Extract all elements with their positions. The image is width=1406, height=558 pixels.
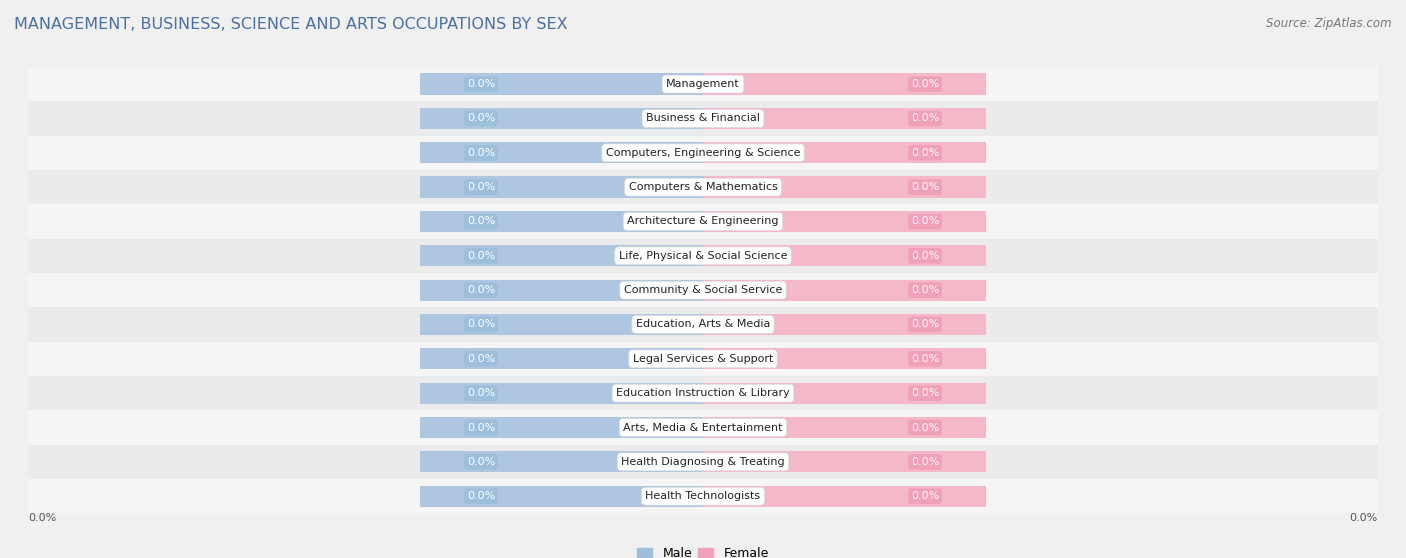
Bar [28,376,1378,410]
Text: 0.0%: 0.0% [911,354,939,364]
Text: Education Instruction & Library: Education Instruction & Library [616,388,790,398]
Text: 0.0%: 0.0% [467,182,495,192]
Text: 0.0%: 0.0% [467,354,495,364]
Text: Education, Arts & Media: Education, Arts & Media [636,320,770,329]
Text: 0.0%: 0.0% [28,513,56,523]
Text: 0.0%: 0.0% [467,217,495,227]
Text: 0.0%: 0.0% [911,388,939,398]
Text: 0.0%: 0.0% [467,457,495,467]
Text: 0.0%: 0.0% [467,320,495,329]
Bar [703,176,987,198]
Bar [28,273,1378,307]
Bar [28,204,1378,239]
Text: Legal Services & Support: Legal Services & Support [633,354,773,364]
Text: 0.0%: 0.0% [467,422,495,432]
Text: 0.0%: 0.0% [467,491,495,501]
Bar [419,417,703,438]
Text: 0.0%: 0.0% [911,217,939,227]
Bar [703,348,987,369]
Text: 0.0%: 0.0% [467,388,495,398]
Bar [419,245,703,267]
Bar [419,142,703,163]
Text: Health Technologists: Health Technologists [645,491,761,501]
Bar [703,314,987,335]
Bar [703,280,987,301]
Bar [419,348,703,369]
Bar [28,445,1378,479]
Text: Arts, Media & Entertainment: Arts, Media & Entertainment [623,422,783,432]
Bar [419,383,703,404]
Text: Management: Management [666,79,740,89]
Bar [419,314,703,335]
Bar [703,142,987,163]
Text: 0.0%: 0.0% [467,148,495,158]
Bar [28,102,1378,136]
Text: Source: ZipAtlas.com: Source: ZipAtlas.com [1267,17,1392,30]
Text: Business & Financial: Business & Financial [645,113,761,123]
Bar [419,485,703,507]
Bar [419,74,703,95]
Bar [28,170,1378,204]
Text: Community & Social Service: Community & Social Service [624,285,782,295]
Bar [703,108,987,129]
Bar [703,211,987,232]
Text: 0.0%: 0.0% [911,79,939,89]
Bar [419,451,703,473]
Text: 0.0%: 0.0% [467,251,495,261]
Bar [419,280,703,301]
Bar [419,108,703,129]
Legend: Male, Female: Male, Female [633,542,773,558]
Bar [28,307,1378,341]
Bar [419,211,703,232]
Bar [28,67,1378,102]
Bar [28,341,1378,376]
Text: 0.0%: 0.0% [911,320,939,329]
Text: Computers & Mathematics: Computers & Mathematics [628,182,778,192]
Text: 0.0%: 0.0% [911,422,939,432]
Text: Health Diagnosing & Treating: Health Diagnosing & Treating [621,457,785,467]
Bar [703,485,987,507]
Text: 0.0%: 0.0% [467,285,495,295]
Text: 0.0%: 0.0% [1350,513,1378,523]
Text: 0.0%: 0.0% [911,285,939,295]
Text: 0.0%: 0.0% [467,113,495,123]
Bar [703,417,987,438]
Bar [28,479,1378,513]
Text: 0.0%: 0.0% [911,457,939,467]
Bar [703,74,987,95]
Text: Life, Physical & Social Science: Life, Physical & Social Science [619,251,787,261]
Text: Architecture & Engineering: Architecture & Engineering [627,217,779,227]
Bar [703,245,987,267]
Bar [703,383,987,404]
Bar [28,136,1378,170]
Text: 0.0%: 0.0% [911,251,939,261]
Text: 0.0%: 0.0% [911,182,939,192]
Bar [703,451,987,473]
Bar [419,176,703,198]
Bar [28,410,1378,445]
Text: 0.0%: 0.0% [467,79,495,89]
Text: 0.0%: 0.0% [911,113,939,123]
Text: MANAGEMENT, BUSINESS, SCIENCE AND ARTS OCCUPATIONS BY SEX: MANAGEMENT, BUSINESS, SCIENCE AND ARTS O… [14,17,568,32]
Text: 0.0%: 0.0% [911,491,939,501]
Text: Computers, Engineering & Science: Computers, Engineering & Science [606,148,800,158]
Text: 0.0%: 0.0% [911,148,939,158]
Bar [28,239,1378,273]
